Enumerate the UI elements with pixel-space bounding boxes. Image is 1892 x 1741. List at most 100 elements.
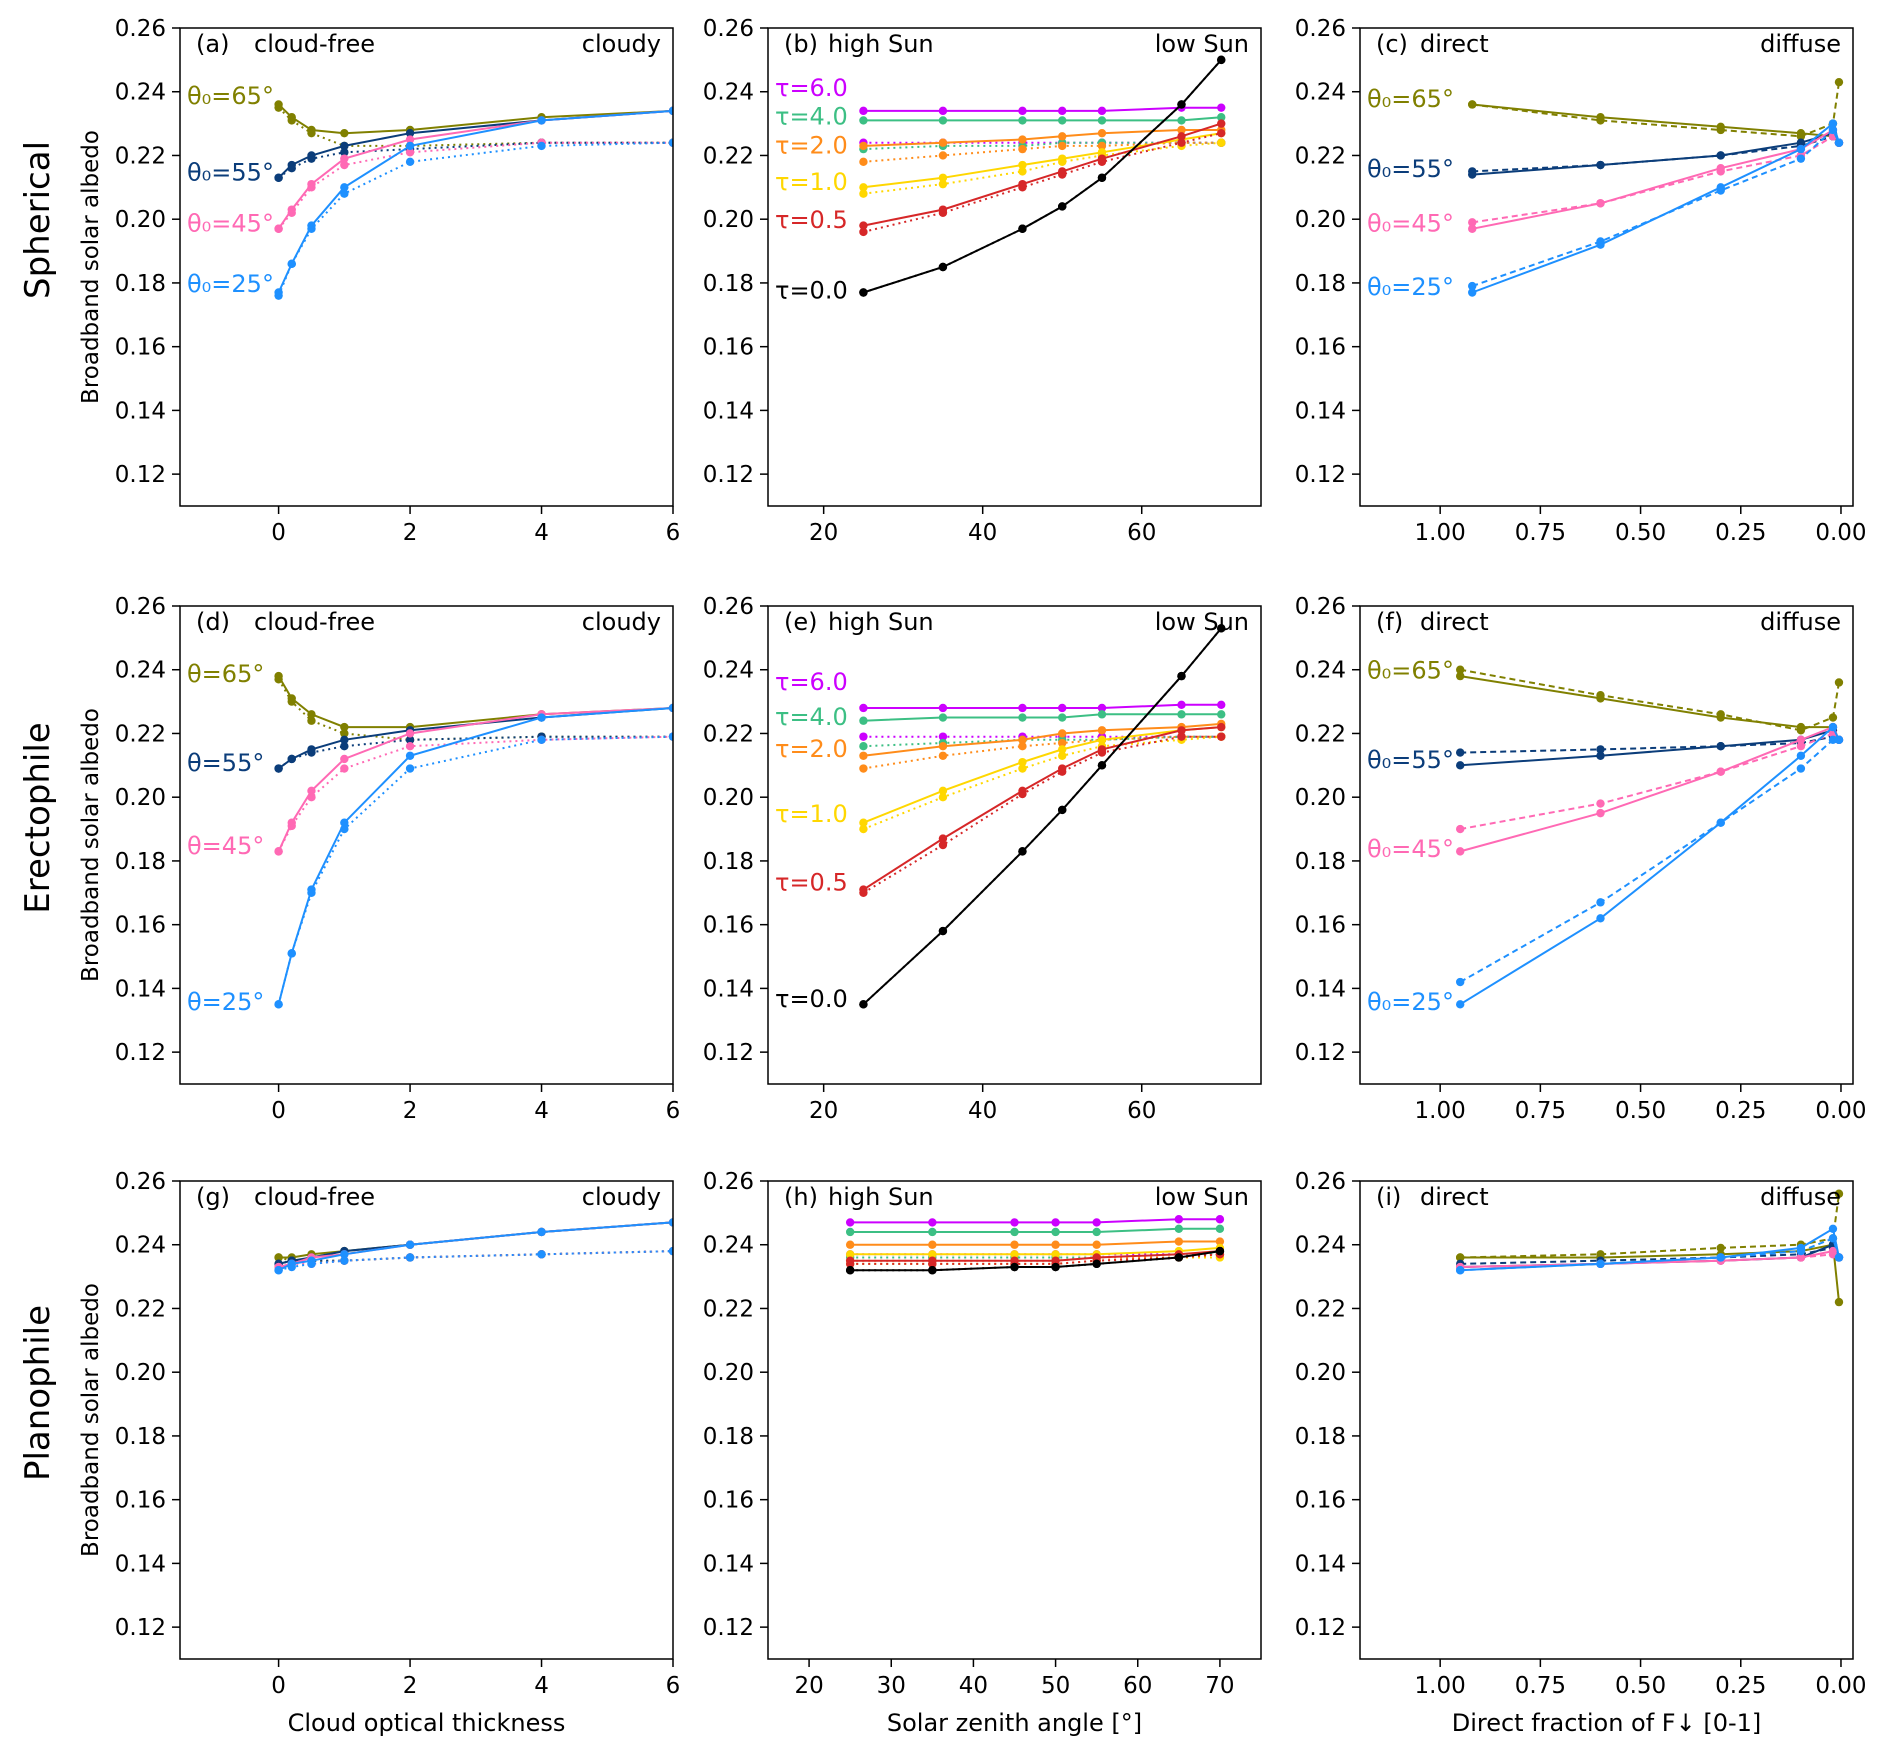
data-point [938, 793, 948, 802]
data-point [1596, 240, 1605, 249]
axes-frame [1359, 605, 1854, 1085]
y-tick-label: 0.16 [115, 1488, 166, 1514]
panel-f: 0.12 0.14 0.16 0.18 0.20 0.22 0.24 0.26 1.00 0.75… [1295, 594, 1867, 1124]
series-label: θ₀=65° [187, 82, 274, 110]
data-point [1018, 703, 1027, 713]
y-tick-label: 0.22 [115, 1296, 166, 1322]
series-line-solid [863, 132, 1222, 189]
series-line-solid [863, 129, 1222, 147]
x-tick-label: 0.25 [1715, 1673, 1766, 1699]
y-tick-label: 0.24 [703, 1233, 754, 1259]
series-line-dotted [1460, 735, 1840, 754]
x-tick-label: 20 [809, 1098, 838, 1124]
x-tick-label: 2 [403, 1673, 418, 1699]
series-label: τ=1.0 [775, 800, 848, 828]
data-point [1828, 713, 1838, 722]
data-point [1468, 218, 1477, 227]
data-point [928, 1250, 937, 1259]
y-tick-label: 0.14 [1295, 1551, 1346, 1577]
data-point [1174, 1237, 1184, 1246]
data-point [1796, 138, 1806, 147]
data-point [938, 742, 948, 751]
x-tick-label: 0.50 [1615, 1098, 1666, 1124]
data-point [287, 160, 296, 170]
data-point [938, 786, 948, 796]
y-tick-label: 0.20 [703, 785, 754, 811]
data-point [1468, 170, 1477, 179]
data-point [845, 1218, 855, 1227]
panel-b: 0.12 0.14 0.16 0.18 0.20 0.22 0.24 0.26 20 40 60 τ=… [703, 16, 1262, 546]
corner-label-right: diffuse [1760, 608, 1841, 636]
data-point [938, 179, 948, 189]
data-point [340, 183, 349, 192]
data-point [938, 106, 948, 116]
axes-frame [1359, 27, 1854, 507]
data-point [1596, 160, 1605, 170]
data-point [859, 885, 868, 894]
series-line-dotted [1460, 1237, 1840, 1272]
data-point [1828, 1246, 1838, 1256]
data-point [340, 148, 349, 157]
data-point [1796, 128, 1806, 138]
data-point [1217, 722, 1226, 732]
y-tick-label: 0.24 [703, 80, 754, 106]
data-point [668, 732, 673, 741]
x-tick-label: 0.50 [1615, 1673, 1666, 1699]
data-point [859, 742, 868, 751]
data-point [307, 151, 316, 160]
data-point [1456, 1253, 1465, 1262]
data-point [1097, 745, 1107, 754]
series-label: τ=6.0 [775, 668, 848, 696]
data-point [405, 735, 415, 745]
data-point [1596, 113, 1605, 122]
data-point [1468, 288, 1477, 297]
x-tick-label: 0 [271, 520, 286, 546]
x-tick-label: 60 [1123, 1673, 1152, 1699]
data-point [938, 751, 948, 760]
series-line-solid [1460, 1227, 1840, 1272]
series-line-solid [850, 1240, 1220, 1246]
series-label: τ=2.0 [775, 131, 848, 159]
y-tick-label: 0.26 [703, 594, 754, 620]
y-tick-label: 0.26 [703, 16, 754, 42]
y-tick-label: 0.18 [1295, 1424, 1346, 1450]
series-label: θ₀=45° [1367, 835, 1454, 863]
x-tick-label: 20 [794, 1673, 823, 1699]
data-point [859, 106, 868, 116]
series-line-solid [850, 1246, 1220, 1256]
x-tick-label: 1.00 [1415, 1098, 1466, 1124]
series-label: θ=55° [187, 749, 264, 777]
data-point [340, 742, 349, 751]
data-point [405, 729, 415, 738]
data-point [1468, 224, 1477, 233]
data-point [537, 713, 546, 722]
data-point [928, 1240, 937, 1249]
corner-label-left: high Sun [828, 30, 934, 58]
data-point [668, 1246, 673, 1256]
panel-i: 0.12 0.14 0.16 0.18 0.20 0.22 0.24 0.26 1.00 0.75… [1295, 1169, 1867, 1737]
data-point [928, 1227, 937, 1237]
series-line-solid [278, 707, 673, 770]
y-tick-label: 0.24 [703, 658, 754, 684]
y-tick-label: 0.20 [115, 207, 166, 233]
data-point [1097, 141, 1107, 151]
corner-label-right: low Sun [1155, 30, 1249, 58]
data-point [287, 949, 296, 958]
data-point [274, 671, 283, 681]
data-point [307, 179, 316, 189]
series-line-solid [863, 106, 1222, 112]
series-line-dotted [1471, 128, 1840, 288]
data-point [859, 732, 868, 741]
data-point [845, 1227, 855, 1237]
data-point [1217, 128, 1226, 138]
data-point [340, 1250, 349, 1259]
x-tick-label: 60 [1127, 1098, 1156, 1124]
y-tick-label: 0.14 [1295, 398, 1346, 424]
y-tick-label: 0.26 [1295, 594, 1346, 620]
data-point [859, 703, 868, 713]
x-tick-label: 0.00 [1815, 1098, 1866, 1124]
data-point [845, 1250, 855, 1259]
corner-label-right: low Sun [1155, 1183, 1249, 1211]
data-point [1834, 1253, 1844, 1262]
data-point [1828, 735, 1838, 745]
